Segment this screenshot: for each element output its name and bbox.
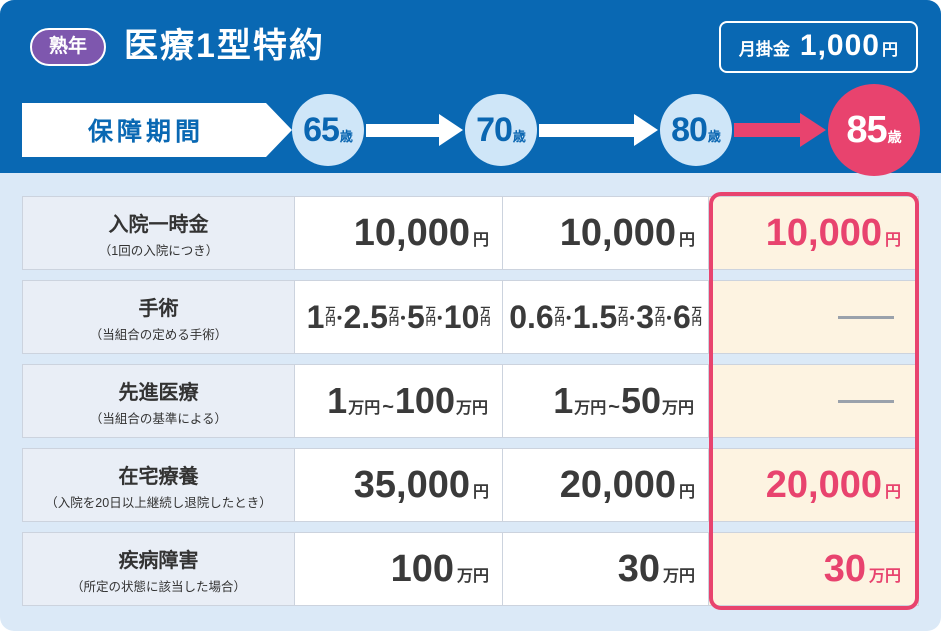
stacked-manyen-unit: 万円 [425,306,436,328]
coverage-timeline: 保障期間 65歳 70歳 80歳 85歳 [0,84,941,176]
value-cell-highlight: 30 万円 [709,532,919,606]
coverage-period-label: 保障期間 [87,118,204,146]
stacked-manyen-unit: 万円 [691,306,702,328]
value-cell-col2: 1万円 ~50万円 [503,364,709,438]
stacked-manyen-unit: 万円 [388,306,399,328]
arrow-right-pink-icon [734,113,826,147]
age-circle-85: 85歳 [828,84,920,176]
age-unit: 歳 [887,128,902,145]
age-circle-70: 70歳 [465,94,537,166]
header-top: 熟年 医療1型特約 月掛金 1,000 円 [0,0,941,73]
age-number: 65 [303,110,340,149]
age-unit: 歳 [512,128,526,144]
no-benefit-dash [838,315,894,319]
row-label-cell: 手術 （当組合の定める手術） [22,280,295,354]
stacked-manyen-unit: 万円 [654,306,665,328]
row-sublabel: （所定の状態に該当した場合） [70,579,246,594]
row-sublabel: （当組合の基準による） [89,411,228,426]
value-cell-col1: 35,000 円 [295,448,503,522]
stacked-manyen-unit: 万円 [480,306,491,328]
age-number: 80 [671,110,708,149]
age-unit: 歳 [707,128,721,144]
row-sublabel: （当組合の定める手術） [89,327,228,342]
row-label-cell: 在宅療養 （入院を20日以上継続し退院したとき） [22,448,295,522]
value-cell-col2: 20,000 円 [503,448,709,522]
row-label: 先進医療 [118,381,199,404]
row-label-cell: 先進医療 （当組合の基準による） [22,364,295,438]
arrow-right-icon [366,114,463,146]
value-cell-highlight [709,280,919,354]
coverage-period-banner: 保障期間 [22,103,292,157]
age-circle-65: 65歳 [292,94,364,166]
value-cell-highlight: 10,000 円 [709,196,919,270]
value-cell-col2: 10,000 円 [503,196,709,270]
age-unit: 歳 [339,128,353,144]
stacked-manyen-unit: 万円 [325,306,336,328]
no-benefit-dash [838,399,894,403]
row-sublabel: （入院を20日以上継続し退院したとき） [45,495,272,510]
value-cell-col1: 1万円 ~100万円 [295,364,503,438]
row-label: 疾病障害 [118,549,199,572]
arrow-right-icon [539,114,658,146]
row-label-cell: 入院一時金 （1回の入院につき） [22,196,295,270]
value-cell-col1: 100 万円 [295,532,503,606]
age-circle-80: 80歳 [660,94,732,166]
page-title: 医療1型特約 [124,27,325,66]
table-row-home-care: 在宅療養 （入院を20日以上継続し退院したとき） 35,000 円 20,000 円… [22,448,919,522]
fee-amount: 1,000 [799,29,880,62]
fee-unit: 円 [881,42,898,59]
monthly-fee-box: 月掛金 1,000 円 [718,21,918,73]
fee-label: 月掛金 [738,40,790,59]
value-cell-col1: 10,000 円 [295,196,503,270]
benefit-table: 入院一時金 （1回の入院につき） 10,000 円 10,000 円 10,000 円… [22,192,919,610]
table-row-sickness-disability: 疾病障害 （所定の状態に該当した場合） 100 万円 30 万円 30 万円 [22,532,919,606]
value-cell-highlight: 20,000 円 [709,448,919,522]
row-sublabel: （1回の入院につき） [98,243,219,258]
row-label: 在宅療養 [118,465,199,488]
age-number: 85 [846,108,887,151]
row-label: 入院一時金 [108,213,209,236]
table-row-hospitalization: 入院一時金 （1回の入院につき） 10,000 円 10,000 円 10,000 円 [22,196,919,270]
stacked-manyen-unit: 万円 [554,306,565,328]
header: 熟年 医療1型特約 月掛金 1,000 円 保障期間 65歳 70歳 80歳 [0,0,941,176]
age-number: 70 [476,110,513,149]
row-label: 手術 [138,297,179,320]
row-label-cell: 疾病障害 （所定の状態に該当した場合） [22,532,295,606]
value-cell-col2: 30 万円 [503,532,709,606]
stacked-manyen-unit: 万円 [618,306,629,328]
value-cell-highlight [709,364,919,438]
table-row-advanced-medical: 先進医療 （当組合の基準による） 1万円 ~100万円 1万円 ~50万円 [22,364,919,438]
age-group-badge: 熟年 [30,28,107,66]
